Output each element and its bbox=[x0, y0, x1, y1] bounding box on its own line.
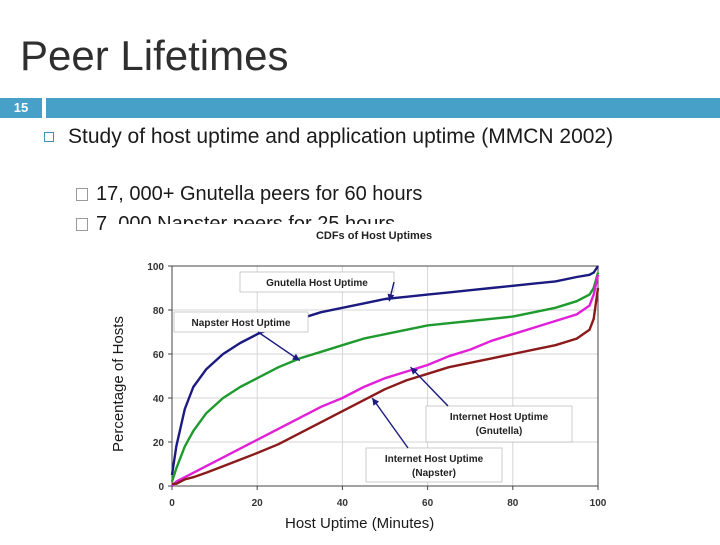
bullet-square-icon bbox=[44, 132, 54, 142]
chart-series bbox=[170, 265, 600, 487]
sub-bullet-box-icon bbox=[76, 188, 88, 201]
annotation-1: Napster Host Uptime bbox=[173, 311, 309, 362]
y-axis-label: Percentage of Hosts bbox=[110, 316, 127, 452]
arrowhead-icon bbox=[372, 398, 380, 406]
sub-bullet-box-icon bbox=[76, 218, 88, 231]
annotation-label: Internet Host Uptime bbox=[385, 454, 484, 465]
series-line-1 bbox=[170, 272, 600, 482]
y-tick-label: 40 bbox=[153, 394, 165, 405]
chart-background bbox=[108, 224, 612, 540]
annotation-label: Napster Host Uptime bbox=[192, 318, 291, 329]
chart-image: CDFs of Host Uptimes 0 20 40 60 80 100 0 20 40 60… bbox=[108, 224, 612, 540]
annotation-3: Internet Host Uptime (Napster) bbox=[365, 397, 503, 483]
x-tick-label: 80 bbox=[507, 498, 519, 509]
x-tick-label: 100 bbox=[590, 498, 607, 509]
slide-title: Peer Lifetimes bbox=[20, 32, 289, 79]
x-tick-label: 60 bbox=[422, 498, 434, 509]
sub-bullet-gnutella: 17, 000+ Gnutella peers for 60 hours bbox=[76, 182, 422, 206]
x-tick-label: 0 bbox=[169, 498, 175, 509]
arrowhead-icon bbox=[410, 367, 418, 375]
x-axis-label: Host Uptime (Minutes) bbox=[285, 515, 435, 532]
y-tick-label: 20 bbox=[153, 438, 165, 449]
series-line-3 bbox=[172, 287, 600, 485]
annotation-arrow bbox=[257, 331, 301, 362]
annotation-box bbox=[365, 447, 503, 483]
cdf-chart: CDFs of Host Uptimes 0 20 40 60 80 100 0 20 40 60… bbox=[108, 224, 612, 540]
y-tick-label: 80 bbox=[153, 306, 165, 317]
chart-axes: 0 20 40 60 80 100 0 20 40 60 80 100 bbox=[147, 262, 606, 509]
annotation-2: Internet Host Uptime (Gnutella) bbox=[410, 366, 573, 443]
annotation-label: Gnutella Host Uptime bbox=[266, 278, 368, 289]
page-number: 15 bbox=[0, 98, 42, 118]
series-line-0 bbox=[170, 265, 600, 476]
bullet-text: Study of host uptime and application upt… bbox=[68, 125, 614, 148]
y-tick-label: 100 bbox=[147, 262, 164, 273]
annotation-0: Gnutella Host Uptime bbox=[239, 271, 395, 302]
y-tick-label: 0 bbox=[158, 482, 164, 493]
annotation-label: (Gnutella) bbox=[476, 426, 523, 437]
plot-frame bbox=[171, 265, 599, 487]
annotation-box bbox=[173, 311, 309, 333]
series-line-2 bbox=[171, 274, 600, 487]
annotation-box bbox=[425, 405, 573, 443]
y-tick-label: 60 bbox=[153, 350, 165, 361]
chart-annotations: Gnutella Host Uptime Napster Host Uptime I… bbox=[173, 271, 573, 483]
annotation-arrow bbox=[410, 366, 449, 407]
arrowhead-icon bbox=[292, 353, 300, 361]
x-tick-label: 40 bbox=[337, 498, 349, 509]
title-rule bbox=[46, 98, 720, 118]
x-tick-label: 20 bbox=[252, 498, 264, 509]
sub-bullet-text: 17, 000+ Gnutella peers for 60 hours bbox=[96, 183, 423, 205]
chart-title: CDFs of Host Uptimes bbox=[316, 230, 432, 242]
arrowhead-icon bbox=[387, 293, 395, 302]
annotation-arrow bbox=[371, 397, 409, 449]
annotation-label: (Napster) bbox=[412, 468, 456, 479]
annotation-label: Internet Host Uptime bbox=[450, 412, 549, 423]
